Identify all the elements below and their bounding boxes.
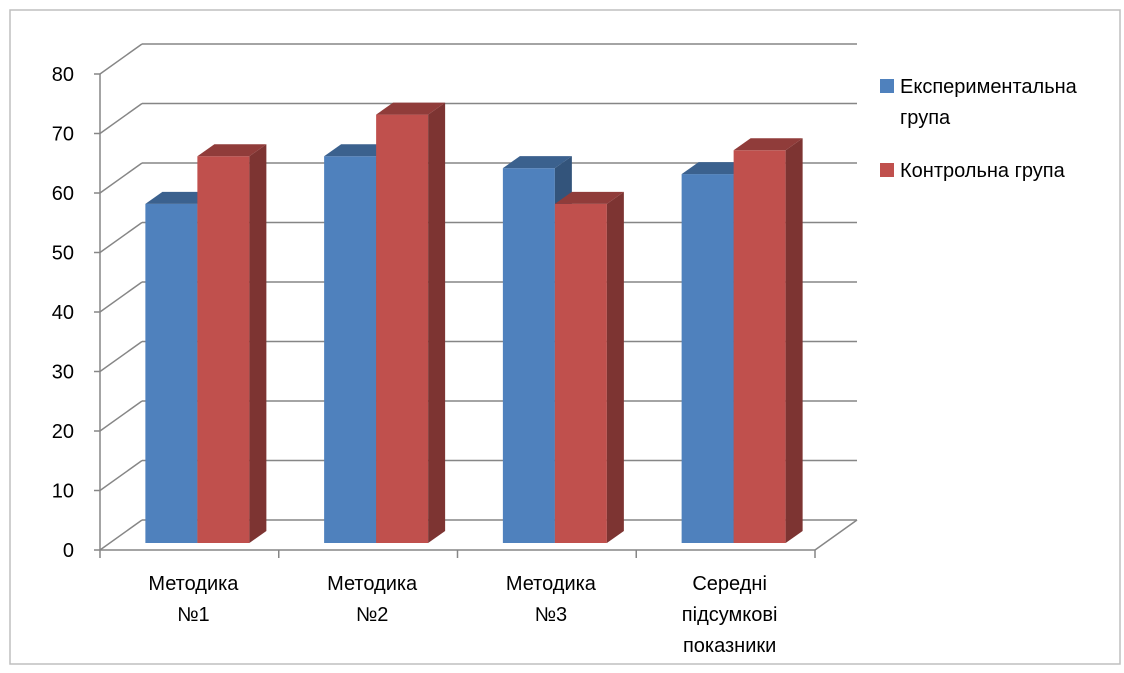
- bar-top-face: [324, 144, 394, 157]
- legend-label-line: група: [900, 107, 951, 129]
- bar-top-face: [197, 144, 267, 157]
- bar-front-face: [681, 174, 734, 543]
- bar-front-face: [197, 156, 250, 543]
- x-category-label-line: підсумкові: [682, 604, 778, 626]
- y-tick-label: 10: [52, 481, 74, 503]
- y-tick-label: 70: [52, 124, 74, 146]
- bar-top-face: [681, 162, 751, 175]
- bar-control-3: [554, 191, 624, 543]
- gridline-side-60: [99, 162, 143, 194]
- y-tick-label: 20: [52, 421, 74, 443]
- legend-label-line: Експериментальна: [900, 76, 1078, 98]
- bars-layer: [145, 102, 803, 544]
- bar-front-face: [376, 114, 429, 543]
- x-category-label: Середні підсумкові показники: [682, 573, 778, 657]
- y-tick-label: 0: [63, 540, 74, 562]
- x-category-label: Методика №1: [148, 573, 239, 626]
- bar-front-face: [554, 203, 607, 543]
- gridline-side-30: [99, 340, 143, 373]
- legend: Експериментальна група Контрольна група: [880, 76, 1078, 182]
- y-tick-label: 30: [52, 362, 74, 384]
- y-tick-label: 40: [52, 302, 74, 324]
- bar-control-1: [197, 144, 267, 543]
- bar-side-face: [428, 102, 446, 543]
- bar-front-face: [145, 203, 198, 543]
- gridline-side-50: [99, 221, 143, 254]
- floor-right-edge: [814, 519, 858, 551]
- axis-layer: [94, 73, 858, 558]
- gridline-side-70: [99, 102, 143, 135]
- bar-control-2: [376, 102, 446, 543]
- x-category-label: Методика №3: [506, 573, 597, 626]
- x-category-label-line: Методика: [148, 573, 239, 595]
- bar-top-face: [376, 102, 446, 115]
- bar-front-face: [324, 156, 377, 543]
- bar-side-face: [249, 144, 267, 543]
- gridline-side-10: [99, 459, 143, 492]
- gridline-side-40: [99, 281, 143, 313]
- legend-swatch-1: [880, 79, 894, 93]
- x-category-label-line: №1: [177, 604, 210, 626]
- y-tick-label: 50: [52, 243, 74, 265]
- legend-label-2: Контрольна група: [900, 160, 1066, 182]
- gridline-side-20: [99, 400, 143, 432]
- bar-top-face: [145, 191, 215, 204]
- legend-label-line: Контрольна група: [900, 160, 1066, 182]
- gridline-side-0: [99, 519, 143, 551]
- bar-top-face: [502, 156, 572, 169]
- y-tick-label: 80: [52, 64, 74, 86]
- y-tick-label: 60: [52, 183, 74, 205]
- gridline-side-80: [99, 43, 143, 75]
- bar-control-4: [733, 138, 803, 544]
- x-category-label-line: №2: [356, 604, 389, 626]
- bar-top-face: [554, 191, 624, 204]
- x-category-label-line: Методика: [506, 573, 597, 595]
- bar-side-face: [785, 138, 803, 544]
- x-category-label-line: №3: [535, 604, 568, 626]
- bar-front-face: [733, 150, 786, 544]
- x-category-label: Методика №2: [327, 573, 418, 626]
- bar-side-face: [606, 191, 624, 543]
- legend-label-1: Експериментальна група: [900, 76, 1078, 129]
- bar-top-face: [733, 138, 803, 151]
- x-category-label-line: Методика: [327, 573, 418, 595]
- x-category-label-line: показники: [683, 635, 776, 657]
- bar-front-face: [502, 168, 555, 543]
- legend-swatch-2: [880, 163, 894, 177]
- x-category-label-line: Середні: [692, 573, 767, 595]
